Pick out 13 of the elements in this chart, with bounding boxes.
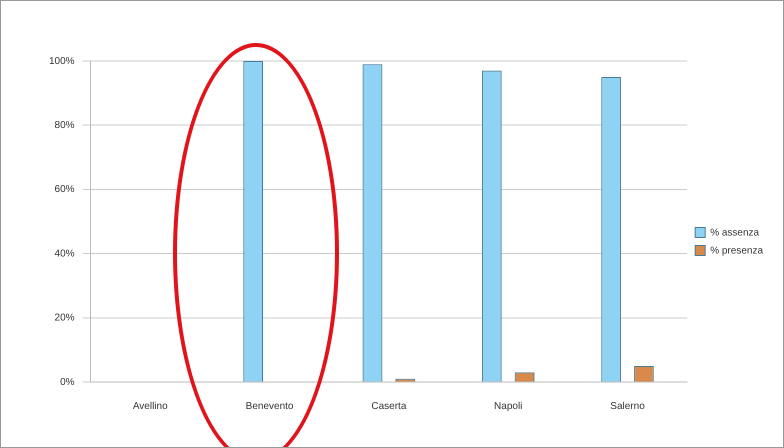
x-tick-label: Benevento	[246, 400, 294, 412]
x-tick-label: Caserta	[371, 400, 407, 412]
x-tick-label: Napoli	[494, 400, 522, 412]
y-tick-label: 40%	[54, 248, 75, 260]
y-tick-label: 80%	[54, 120, 75, 131]
x-tick-label: Salerno	[610, 400, 646, 412]
legend-label: % presenza	[710, 245, 764, 256]
x-tick-label: Avellino	[132, 400, 168, 412]
y-tick-label: 20%	[54, 312, 75, 324]
legend-label: % assenza	[710, 227, 760, 238]
y-tick-label: 100%	[49, 56, 75, 67]
y-tick-label: 60%	[54, 184, 75, 196]
y-tick-label: 0%	[60, 376, 75, 388]
